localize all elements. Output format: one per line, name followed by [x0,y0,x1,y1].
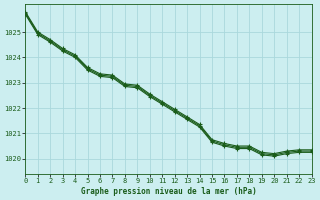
X-axis label: Graphe pression niveau de la mer (hPa): Graphe pression niveau de la mer (hPa) [81,187,256,196]
